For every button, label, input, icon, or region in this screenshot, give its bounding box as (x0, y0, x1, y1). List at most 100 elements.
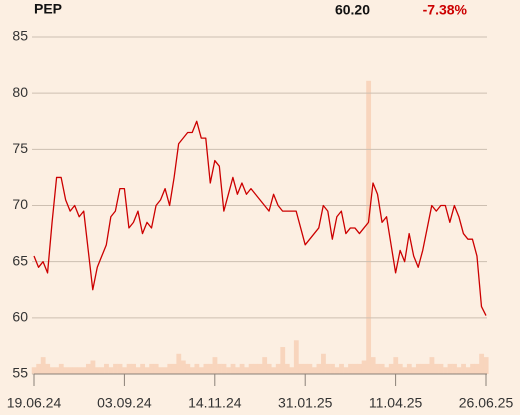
volume-bar (198, 367, 204, 374)
volume-bar (171, 363, 177, 374)
volume-bar (321, 353, 326, 374)
volume-bar (54, 367, 60, 374)
volume-bar (420, 363, 426, 374)
last-price: 60.20 (335, 2, 370, 18)
volume-bar (388, 363, 394, 374)
volume-bar (117, 363, 123, 374)
volume-bar (479, 353, 485, 374)
volume-bar (434, 363, 439, 374)
volume-bar (239, 363, 245, 374)
volume-bar (40, 357, 46, 374)
volume-layer (31, 80, 489, 374)
volume-bar (452, 363, 457, 374)
volume-bar (370, 357, 376, 374)
volume-bar (253, 363, 259, 374)
volume-bar (144, 367, 150, 374)
volume-bar (153, 363, 159, 374)
volume-bar (122, 367, 127, 374)
volume-bar (104, 363, 109, 374)
volume-bar (348, 363, 353, 374)
volume-bar (167, 363, 173, 374)
volume-bar (135, 367, 141, 374)
y-tick-label: 80 (12, 84, 28, 100)
volume-bar (95, 367, 100, 374)
volume-bar (361, 360, 367, 374)
volume-bar (325, 363, 331, 374)
chart-title: PEP (34, 1, 62, 17)
volume-bar (162, 367, 168, 374)
volume-bar (36, 363, 42, 374)
volume-bar (397, 363, 403, 374)
volume-bar (217, 363, 222, 374)
volume-bar (176, 353, 182, 374)
volume-bar (140, 363, 146, 374)
x-tick-label: 03.09.24 (97, 395, 152, 411)
volume-bar (424, 363, 430, 374)
volume-bar (257, 363, 263, 374)
price-change: -7.38% (423, 2, 468, 18)
volume-bar (330, 363, 335, 374)
volume-bar (384, 367, 390, 374)
volume-bar (194, 363, 200, 374)
volume-bar (45, 363, 51, 374)
volume-bar (63, 367, 69, 374)
volume-bar (339, 363, 344, 374)
volume-bar (262, 357, 268, 374)
volume-bar (81, 367, 87, 374)
volume-bar (72, 367, 78, 374)
volume-bar (221, 363, 227, 374)
volume-bar (447, 363, 453, 374)
volume-bar (357, 363, 362, 374)
volume-bar (275, 363, 281, 374)
volume-bar (443, 367, 448, 374)
volume-bar (316, 363, 322, 374)
volume-bar (99, 367, 105, 374)
volume-bar (461, 363, 466, 374)
volume-bar (334, 367, 340, 374)
volume-bar (470, 363, 475, 374)
volume-bar (375, 363, 381, 374)
volume-bar (343, 367, 349, 374)
volume-bar (158, 367, 164, 374)
volume-bar (298, 363, 304, 374)
volume-bar (208, 363, 213, 374)
volume-bar (113, 363, 118, 374)
volume-bar (230, 363, 236, 374)
volume-bar (90, 360, 96, 374)
price-line (33, 120, 487, 316)
y-tick-label: 60 (12, 309, 28, 325)
volume-bar (244, 367, 249, 374)
grid-layer (32, 36, 487, 375)
volume-bar (67, 367, 73, 374)
volume-bar (465, 367, 471, 374)
volume-bar (366, 80, 372, 374)
volume-bar (266, 363, 272, 374)
volume-bar (31, 367, 37, 374)
y-tick-label: 65 (12, 252, 28, 268)
volume-bar (76, 367, 82, 374)
volume-bar (189, 367, 195, 374)
volume-bar (248, 363, 254, 374)
volume-bar (411, 367, 417, 374)
x-tick-label: 26.06.25 (459, 395, 514, 411)
volume-bar (271, 367, 277, 374)
volume-bar (85, 363, 91, 374)
y-tick-label: 55 (12, 365, 28, 381)
volume-bar (307, 363, 313, 374)
foreground-layer: 55 60 65 70 75 80 85 19.06.24 03.09.24 14.11.24 31… (7, 28, 514, 411)
volume-bar (402, 367, 408, 374)
volume-bar (149, 363, 155, 374)
volume-bar (406, 363, 412, 374)
volume-bar (280, 347, 286, 374)
volume-bar (429, 357, 435, 374)
x-tick-label: 14.11.24 (188, 395, 242, 411)
y-tick-label: 85 (12, 28, 28, 44)
volume-bar (235, 367, 240, 374)
volume-bar (311, 367, 317, 374)
volume-bar (58, 363, 64, 374)
volume-bar (180, 360, 186, 374)
volume-bar (203, 363, 209, 374)
volume-bar (302, 363, 308, 374)
volume-bar (108, 367, 114, 374)
